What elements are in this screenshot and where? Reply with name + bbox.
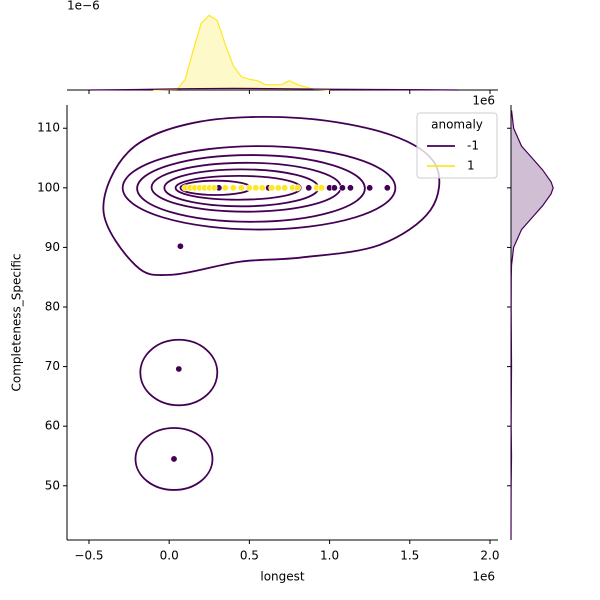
point: [237, 184, 245, 192]
point: [366, 184, 374, 192]
point: [268, 184, 276, 192]
x-offset-text: 1e6: [472, 94, 495, 108]
x-tick-label: 0.0: [160, 549, 179, 563]
legend-title: anomaly: [431, 118, 483, 132]
x-tick-label: −0.5: [74, 549, 103, 563]
kde-contour: [121, 145, 397, 231]
x-offset-text: 1e6: [472, 570, 495, 584]
legend: anomaly -1 1: [416, 112, 498, 179]
point: [305, 184, 313, 192]
point: [346, 184, 354, 192]
legend-label: 1: [467, 159, 475, 173]
point: [293, 184, 301, 192]
x-tick-label: 2.0: [480, 549, 499, 563]
point: [281, 184, 289, 192]
point: [229, 184, 237, 192]
x-tick-label: 0.5: [240, 549, 259, 563]
kde-contour: [102, 115, 441, 277]
kde-line: [88, 87, 458, 91]
point: [274, 184, 282, 192]
kde-area: [511, 110, 554, 540]
y-tick-label: 100: [37, 180, 60, 194]
y-tick-label: 60: [45, 419, 60, 433]
y-tick-label: 70: [45, 359, 60, 373]
kde-line: [510, 110, 554, 540]
point: [258, 184, 266, 192]
legend-frame: [416, 112, 498, 179]
kde-line: [153, 14, 330, 91]
kde-contour: [136, 154, 366, 223]
point: [338, 184, 346, 192]
point: [330, 184, 338, 192]
point: [221, 184, 229, 192]
kde-contour: [139, 338, 219, 407]
x-tick-label: 1.5: [400, 549, 419, 563]
x-tick-label: 1.0: [320, 549, 339, 563]
kde-area: [153, 15, 330, 90]
y-axis-label: Completeness_Specific: [10, 253, 24, 391]
x-axis-label: longest: [260, 570, 305, 584]
point: [318, 184, 326, 192]
legend-label: -1: [467, 139, 479, 153]
point: [176, 242, 184, 250]
point: [175, 365, 183, 373]
y-tick-label: 90: [45, 240, 60, 254]
point: [210, 184, 218, 192]
point: [383, 184, 391, 192]
y-tick-label: 80: [45, 300, 60, 314]
y-tick-label: 110: [37, 121, 60, 135]
point: [252, 184, 260, 192]
point: [170, 455, 178, 463]
point: [245, 184, 253, 192]
kde-contour: [134, 427, 214, 491]
y-tick-label: 50: [45, 478, 60, 492]
y-offset-text: 1e−6: [67, 0, 100, 13]
